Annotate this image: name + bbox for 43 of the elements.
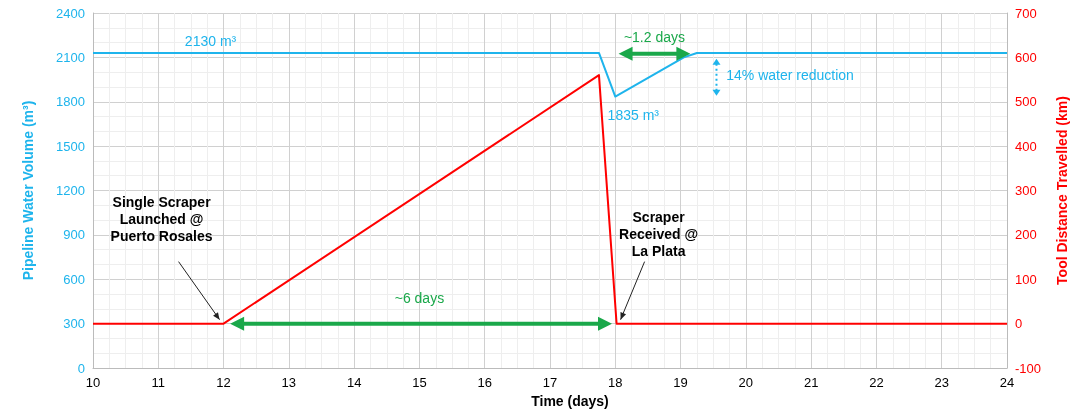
annotation: ~6 days — [394, 289, 445, 306]
y-tick-label: 300 — [63, 316, 85, 332]
x-tick-label: 15 — [412, 375, 427, 390]
x-tick-label: 20 — [738, 375, 754, 390]
y2-tick-label: -100 — [1015, 360, 1042, 376]
y-tick-label: 1800 — [56, 94, 85, 110]
x-axis-title: Time (days) — [531, 393, 609, 409]
y2-tick-label: 400 — [1015, 138, 1037, 154]
annotation: ~1.2 days — [623, 28, 686, 45]
y-tick-label: 0 — [77, 360, 85, 376]
y2-tick-label: 300 — [1015, 183, 1037, 198]
y2-tick-label: 100 — [1015, 271, 1037, 287]
annotation: Scraper Received @ La Plata — [619, 208, 699, 259]
y2-tick-label: 200 — [1015, 227, 1037, 243]
x-tick-label: 19 — [673, 375, 688, 390]
y-tick-label: 2400 — [56, 5, 85, 21]
annotation: 14% water reduction — [726, 67, 854, 84]
x-tick-label: 10 — [85, 375, 101, 390]
y2-tick-label: 600 — [1015, 49, 1037, 65]
y2-tick-label: 500 — [1015, 94, 1037, 110]
x-tick-label: 18 — [608, 375, 623, 390]
annotation: 2130 m³ — [184, 32, 237, 49]
x-tick-label: 17 — [542, 375, 558, 390]
annotation: Single Scraper Launched @ Puerto Rosales — [110, 193, 213, 244]
x-tick-label: 11 — [151, 375, 166, 390]
x-tick-label: 23 — [934, 375, 949, 390]
x-tick-label: 22 — [869, 375, 884, 390]
y2-axis-title: Tool Distance Travelled (km) — [1054, 96, 1070, 285]
x-tick-label: 13 — [281, 375, 297, 390]
y-tick-label: 1200 — [56, 183, 85, 198]
x-tick-label: 12 — [216, 375, 231, 390]
x-tick-label: 14 — [346, 375, 362, 390]
x-tick-label: 24 — [999, 375, 1015, 390]
y-axis-title: Pipeline Water Volume (m³) — [20, 100, 36, 281]
y2-tick-label: 700 — [1015, 5, 1037, 21]
y2-tick-label: 0 — [1015, 316, 1023, 332]
y-tick-label: 900 — [63, 227, 85, 243]
x-tick-label: 16 — [477, 375, 492, 390]
y-tick-label: 600 — [63, 271, 85, 287]
annotation: 1835 m³ — [607, 106, 660, 123]
y-tick-label: 1500 — [56, 138, 85, 154]
y-tick-label: 2100 — [56, 49, 85, 65]
x-tick-label: 21 — [803, 375, 819, 390]
